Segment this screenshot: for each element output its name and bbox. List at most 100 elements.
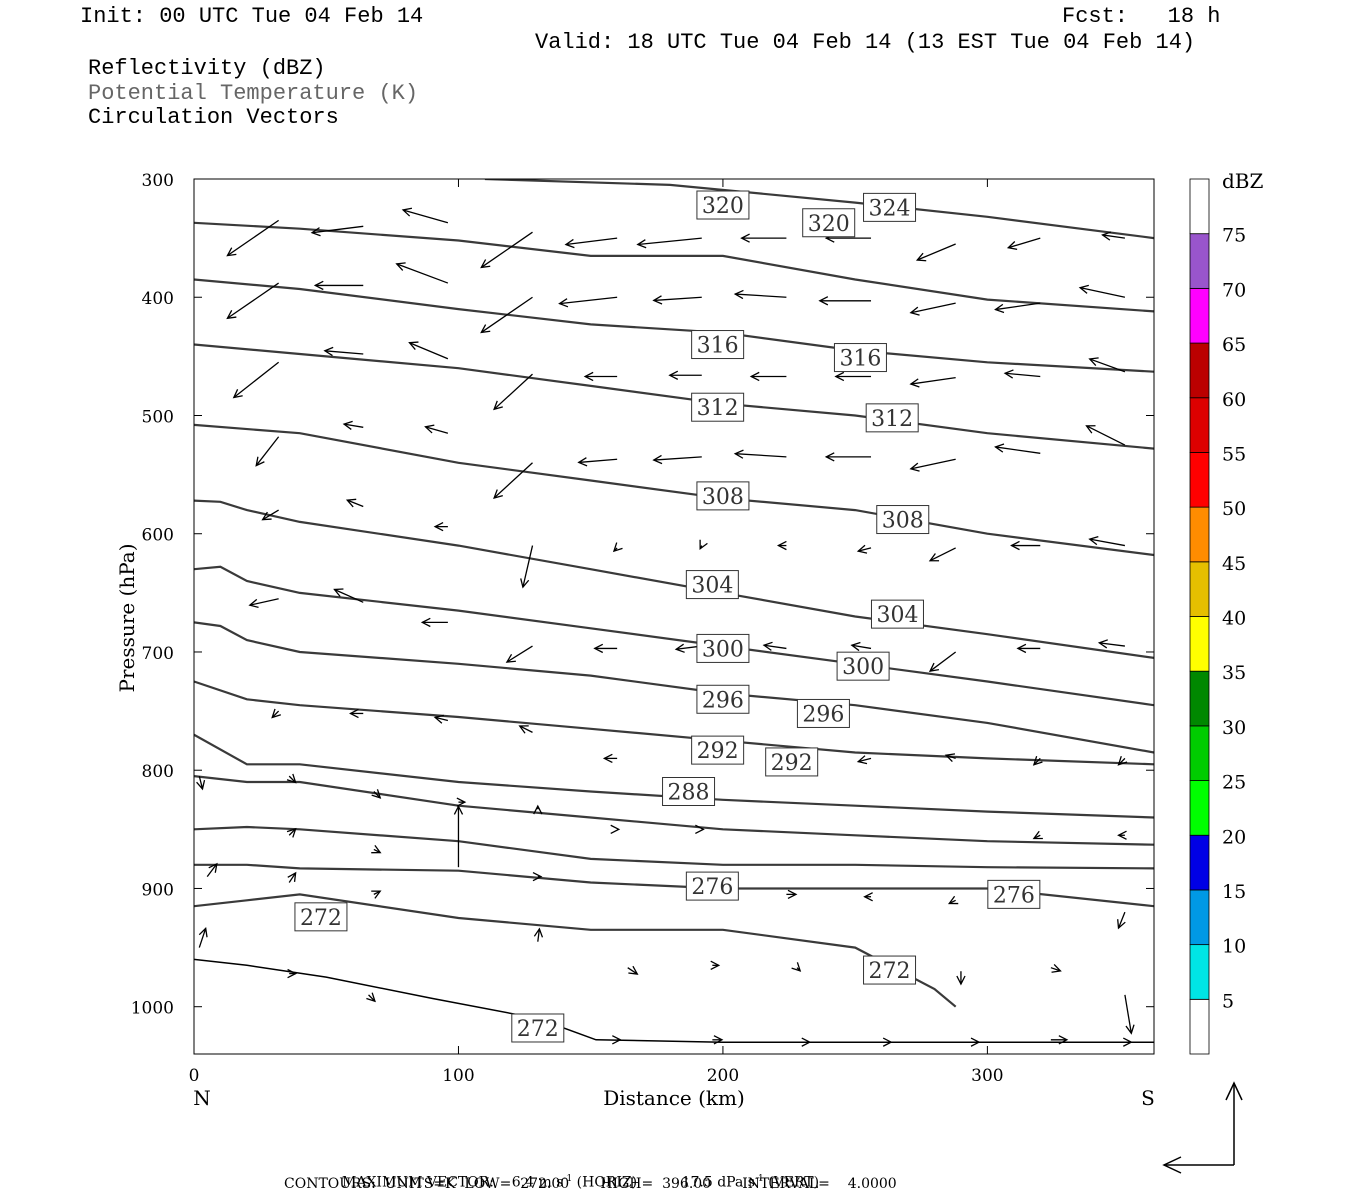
- field-reflectivity: Reflectivity (dBZ): [88, 56, 326, 81]
- circulation-vector: [1003, 369, 1041, 379]
- colorbar-label: 20: [1222, 826, 1246, 848]
- x-tick-label: 200: [707, 1066, 739, 1086]
- circulation-vector: [333, 588, 364, 603]
- circulation-vector: [612, 1035, 622, 1045]
- svg-text:320: 320: [808, 212, 850, 237]
- colorbar-label: 55: [1222, 443, 1246, 465]
- circulation-vector: [480, 231, 533, 269]
- horiz-exp: -1: [563, 1174, 573, 1184]
- isentrope-296: [194, 621, 1154, 754]
- svg-text:276: 276: [993, 883, 1035, 908]
- max-vert-value: 17.5 dPa s: [681, 1174, 755, 1191]
- colorbar-segment: [1189, 452, 1210, 508]
- circulation-vector: [740, 233, 787, 243]
- colorbar: 5 10 15 20 25 30 35 40 45 50 55 60 65 70 75: [1189, 178, 1246, 1055]
- svg-text:324: 324: [869, 196, 911, 221]
- circulation-vector: [1117, 756, 1128, 766]
- circulation-vector: [1122, 1037, 1133, 1047]
- circulation-vector: [493, 373, 533, 411]
- circulation-vector: [1117, 911, 1126, 930]
- circulation-vector: [699, 539, 708, 551]
- y-tick-label: 400: [142, 289, 174, 309]
- circulation-vector: [1010, 540, 1041, 551]
- colorbar-segment: [1189, 506, 1210, 563]
- circulation-vector: [453, 804, 464, 868]
- circulation-vector: [255, 436, 280, 467]
- colorbar-label: 5: [1222, 990, 1234, 1012]
- circulation-vector: [286, 827, 297, 838]
- circulation-vector: [408, 341, 449, 360]
- contour-label: 324: [863, 192, 917, 222]
- colorbar-label: 30: [1222, 717, 1246, 739]
- svg-text:308: 308: [702, 485, 744, 510]
- svg-text:304: 304: [691, 574, 733, 599]
- max-horiz-value: 6.4 m s: [511, 1174, 564, 1191]
- plot-frame: [193, 178, 1155, 1055]
- circulation-vector: [371, 789, 382, 799]
- reference-vector: [1162, 1081, 1243, 1174]
- y-tick-label: 300: [142, 171, 174, 191]
- axis-ticks: 300 400 500 600 700 800 900 1000 0 100 200 300: [131, 171, 1154, 1086]
- circulation-vector: [1085, 425, 1126, 446]
- svg-text:304: 304: [876, 603, 918, 628]
- contour-label: 276: [987, 879, 1041, 909]
- svg-text:312: 312: [697, 396, 739, 421]
- isentrope-312: [194, 343, 1154, 450]
- contour-label: 320: [696, 190, 750, 220]
- x-tick-label: 0: [189, 1066, 200, 1086]
- vert-tag: (VERT): [768, 1174, 820, 1191]
- circulation-vector: [710, 960, 721, 970]
- colorbar-segment: [1189, 561, 1210, 617]
- isentrope-276: [194, 863, 1154, 908]
- colorbar-label: 40: [1222, 608, 1246, 630]
- circulation-vector: [433, 521, 448, 532]
- colorbar-label: 60: [1222, 389, 1246, 411]
- circulation-vector: [733, 449, 787, 459]
- circulation-vector: [944, 753, 956, 763]
- colorbar-segment: [1189, 998, 1210, 1055]
- colorbar-label: 15: [1222, 881, 1246, 903]
- svg-text:300: 300: [702, 637, 744, 662]
- circulation-vector: [248, 598, 279, 609]
- contour-label: 288: [662, 777, 716, 806]
- circulation-vector: [261, 509, 279, 521]
- contour-label: 292: [691, 735, 745, 765]
- contour-label: 312: [865, 403, 919, 433]
- contour-label: 316: [691, 330, 745, 360]
- north-marker: N: [193, 1086, 211, 1110]
- circulation-vector: [850, 641, 872, 652]
- vector-layer: [196, 207, 1135, 1047]
- x-axis-label: Distance (km): [603, 1086, 745, 1110]
- circulation-vector: [856, 755, 872, 765]
- colorbar-label: 65: [1222, 334, 1246, 356]
- svg-text:308: 308: [882, 509, 924, 534]
- circulation-vector: [323, 346, 364, 357]
- circulation-vector: [196, 775, 206, 791]
- circulation-vector: [206, 862, 218, 878]
- circulation-vector: [1078, 284, 1126, 298]
- max-vector-label: MAXIMUM VECTOR:: [342, 1174, 494, 1191]
- circulation-vector: [520, 545, 534, 589]
- colorbar-segment: [1189, 670, 1210, 727]
- colorbar-label: 45: [1222, 553, 1246, 575]
- contour-label: 296: [796, 698, 850, 728]
- circulation-vector: [287, 968, 298, 979]
- circulation-vector: [518, 725, 533, 734]
- circulation-vector: [342, 420, 364, 430]
- x-tick-label: 100: [442, 1066, 474, 1086]
- circulation-vector: [345, 498, 364, 508]
- circulation-vector: [928, 651, 957, 673]
- contour-label: 276: [685, 871, 739, 901]
- circulation-vector: [610, 824, 621, 835]
- circulation-vector: [824, 452, 872, 462]
- field-circulation-vectors: Circulation Vectors: [88, 105, 339, 130]
- circulation-vector: [349, 708, 364, 719]
- colorbar-segment: [1189, 889, 1210, 946]
- svg-text:288: 288: [668, 781, 710, 806]
- circulation-vector: [834, 371, 872, 382]
- isentrope-284: [194, 775, 1154, 846]
- colorbar-segment: [1189, 233, 1210, 289]
- contours-info: CONTOURS: UNITS=K LOW= 272.00 HIGH= 396.…: [284, 1176, 897, 1192]
- contour-label: 272: [294, 902, 348, 932]
- circulation-vector: [712, 1035, 724, 1045]
